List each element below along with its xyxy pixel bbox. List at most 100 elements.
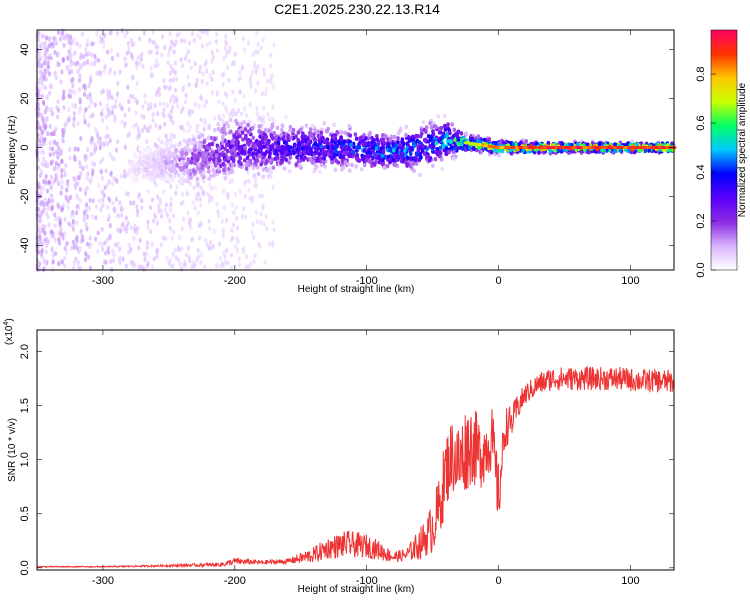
heatmap-cell [185, 190, 189, 196]
heatmap-cell [282, 140, 287, 145]
heatmap-cell [175, 154, 180, 160]
heatmap-cell [116, 52, 120, 58]
heatmap-cell [179, 124, 183, 131]
heatmap-cell [625, 141, 630, 147]
heatmap-cell [66, 198, 71, 204]
heatmap-cell [647, 148, 651, 153]
heatmap-cell [238, 156, 243, 161]
heatmap-cell [54, 250, 58, 256]
heatmap-cell [187, 219, 191, 225]
heatmap-cell [251, 135, 256, 140]
heatmap-cell [368, 153, 373, 158]
heatmap-cell [212, 171, 217, 176]
heatmap-cell [274, 148, 278, 154]
y-tick-label: 1.5 [19, 398, 31, 413]
heatmap-cell [487, 137, 492, 142]
heatmap-cell [448, 130, 452, 136]
heatmap-cell [235, 121, 240, 127]
heatmap-cell [62, 89, 66, 95]
heatmap-cell [83, 210, 87, 216]
heatmap-cell [171, 67, 175, 74]
heatmap-cell [270, 144, 275, 150]
heatmap-cell [43, 60, 47, 66]
heatmap-cell [85, 213, 89, 220]
heatmap-cell [37, 33, 41, 39]
heatmap-cell [494, 148, 498, 153]
heatmap-cell [39, 218, 43, 224]
heatmap-cell [143, 159, 148, 165]
heatmap-cell [151, 117, 155, 123]
heatmap-cell [183, 258, 187, 265]
heatmap-cell [191, 31, 195, 37]
heatmap-cell [84, 47, 88, 53]
heatmap-cell [52, 129, 57, 135]
heatmap-cell [348, 133, 353, 138]
heatmap-cell [418, 172, 422, 178]
heatmap-cell [582, 146, 589, 150]
heatmap-cell [258, 115, 262, 120]
heatmap-cell [251, 151, 256, 156]
heatmap-cell [476, 134, 481, 139]
heatmap-cell [221, 113, 226, 118]
heatmap-cell [148, 204, 153, 211]
top-plot-frame [36, 29, 675, 271]
heatmap-cell [401, 141, 406, 147]
heatmap-cell [653, 146, 660, 150]
heatmap-cell [41, 116, 45, 122]
heatmap-cell [54, 216, 58, 222]
heatmap-cell [98, 70, 103, 76]
heatmap-cell [196, 247, 200, 253]
heatmap-cell [443, 127, 448, 132]
heatmap-cell [223, 176, 228, 181]
heatmap-cell [223, 254, 227, 260]
heatmap-cell [145, 150, 150, 156]
heatmap-cell [201, 29, 205, 35]
heatmap-cell [362, 132, 366, 138]
heatmap-cell [106, 133, 110, 139]
heatmap-cell [343, 130, 348, 136]
heatmap-cell [158, 124, 162, 130]
heatmap-cell [251, 125, 255, 131]
heatmap-cell [339, 137, 344, 143]
heatmap-cell [120, 119, 124, 125]
heatmap-cell [136, 208, 140, 214]
heatmap-cell [71, 226, 76, 232]
heatmap-cell [294, 134, 298, 139]
heatmap-cell [101, 202, 106, 208]
heatmap-cell [254, 88, 258, 94]
heatmap-cell [186, 120, 190, 126]
heatmap-cell [188, 258, 192, 264]
heatmap-cell [244, 166, 249, 171]
heatmap-cell [217, 241, 222, 247]
heatmap-cell [181, 105, 185, 112]
heatmap-cell [68, 45, 73, 51]
heatmap-cell [171, 263, 175, 269]
heatmap-cell [271, 165, 276, 170]
heatmap-cell [106, 106, 110, 113]
heatmap-cell [408, 151, 413, 157]
heatmap-cell [373, 152, 378, 157]
heatmap-cell [229, 237, 233, 243]
heatmap-cell [217, 153, 222, 159]
heatmap-cell [123, 123, 127, 129]
heatmap-cell [175, 184, 179, 190]
heatmap-cell [228, 170, 232, 175]
heatmap-cell [134, 160, 138, 165]
heatmap-cell [200, 78, 204, 85]
heatmap-cell [72, 260, 76, 266]
heatmap-cell [155, 161, 160, 166]
heatmap-cell [437, 130, 442, 135]
heatmap-cell [224, 34, 228, 40]
heatmap-cell [223, 146, 228, 152]
heatmap-cell [101, 38, 105, 44]
heatmap-cell [49, 184, 53, 191]
heatmap-cell [47, 179, 51, 185]
heatmap-cell [89, 61, 94, 67]
heatmap-cell [266, 167, 270, 173]
heatmap-cell [201, 189, 205, 195]
heatmap-cell [225, 92, 229, 99]
heatmap-cell [419, 128, 424, 133]
heatmap-cell [193, 205, 197, 211]
heatmap-cell [326, 126, 330, 132]
heatmap-cell [155, 247, 159, 253]
